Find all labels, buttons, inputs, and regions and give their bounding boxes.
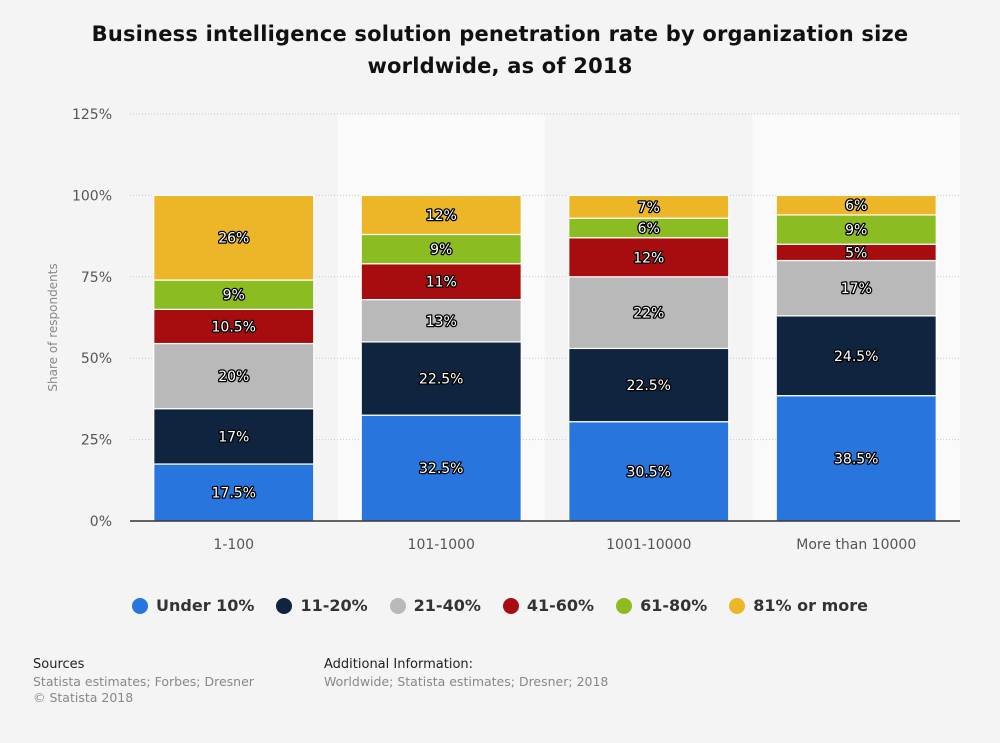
chart-legend: Under 10% 11-20% 21-40% 41-60% 61-80% 81% or … — [0, 596, 1000, 615]
data-label: 9% — [430, 242, 452, 258]
data-label: 5% — [845, 245, 867, 261]
additional-info-heading: Additional Information: — [324, 657, 608, 673]
legend-marker-icon — [390, 598, 406, 614]
data-label: 32.5% — [419, 461, 463, 477]
data-label: 17% — [841, 281, 872, 297]
data-label: 12% — [426, 208, 457, 224]
data-label: 9% — [845, 223, 867, 239]
x-category-label: More than 10000 — [796, 537, 916, 553]
legend-label: 81% or more — [753, 596, 868, 615]
legend-item[interactable]: 21-40% — [390, 596, 481, 615]
data-label: 7% — [638, 200, 660, 216]
data-label: 30.5% — [627, 464, 671, 480]
legend-marker-icon — [616, 598, 632, 614]
data-label: 6% — [638, 221, 660, 237]
legend-item[interactable]: 11-20% — [276, 596, 367, 615]
legend-marker-icon — [276, 598, 292, 614]
data-label: 22.5% — [419, 372, 463, 388]
y-tick-label: 125% — [72, 107, 112, 123]
data-label: 20% — [218, 369, 249, 385]
data-label: 24.5% — [834, 349, 878, 365]
sources-text: Statista estimates; Forbes; Dresner — [33, 674, 254, 690]
data-label: 12% — [633, 250, 664, 266]
data-label: 26% — [218, 231, 249, 247]
data-label: 17.5% — [212, 486, 256, 502]
data-label: 11% — [426, 275, 457, 291]
data-label: 10.5% — [212, 319, 256, 335]
legend-label: 61-80% — [640, 596, 707, 615]
legend-label: Under 10% — [156, 596, 254, 615]
y-tick-label: 100% — [72, 188, 112, 204]
legend-item[interactable]: 81% or more — [729, 596, 868, 615]
legend-label: 11-20% — [300, 596, 367, 615]
stacked-bar-chart: 0% 25% 50% 75% 100% 125% Share of respondents 1… — [0, 0, 1000, 590]
y-tick-label: 25% — [81, 433, 112, 449]
legend-item[interactable]: 61-80% — [616, 596, 707, 615]
y-tick-label: 75% — [81, 270, 112, 286]
data-label: 6% — [845, 198, 867, 214]
data-label: 22% — [633, 306, 664, 322]
legend-marker-icon — [729, 598, 745, 614]
y-tick-label: 50% — [81, 351, 112, 367]
x-category-label: 1001-10000 — [606, 537, 691, 553]
legend-item[interactable]: Under 10% — [132, 596, 254, 615]
data-label: 22.5% — [627, 378, 671, 394]
legend-label: 41-60% — [527, 596, 594, 615]
x-category-label: 1-100 — [213, 537, 254, 553]
data-label: 13% — [426, 314, 457, 330]
legend-marker-icon — [503, 598, 519, 614]
x-category-label: 101-1000 — [408, 537, 475, 553]
y-axis-label: Share of respondents — [46, 263, 60, 391]
data-label: 17% — [218, 429, 249, 445]
legend-item[interactable]: 41-60% — [503, 596, 594, 615]
copyright-text: © Statista 2018 — [33, 690, 254, 706]
additional-info-block: Additional Information: Worldwide; Stati… — [324, 657, 608, 690]
sources-heading: Sources — [33, 657, 254, 673]
legend-marker-icon — [132, 598, 148, 614]
data-label: 9% — [223, 288, 245, 304]
additional-info-text: Worldwide; Statista estimates; Dresner; … — [324, 674, 608, 690]
data-label: 38.5% — [834, 451, 878, 467]
legend-label: 21-40% — [414, 596, 481, 615]
sources-block: Sources Statista estimates; Forbes; Dres… — [33, 657, 254, 706]
y-tick-label: 0% — [90, 514, 112, 530]
